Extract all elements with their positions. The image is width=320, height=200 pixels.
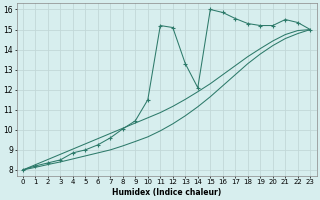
X-axis label: Humidex (Indice chaleur): Humidex (Indice chaleur) [112,188,221,197]
